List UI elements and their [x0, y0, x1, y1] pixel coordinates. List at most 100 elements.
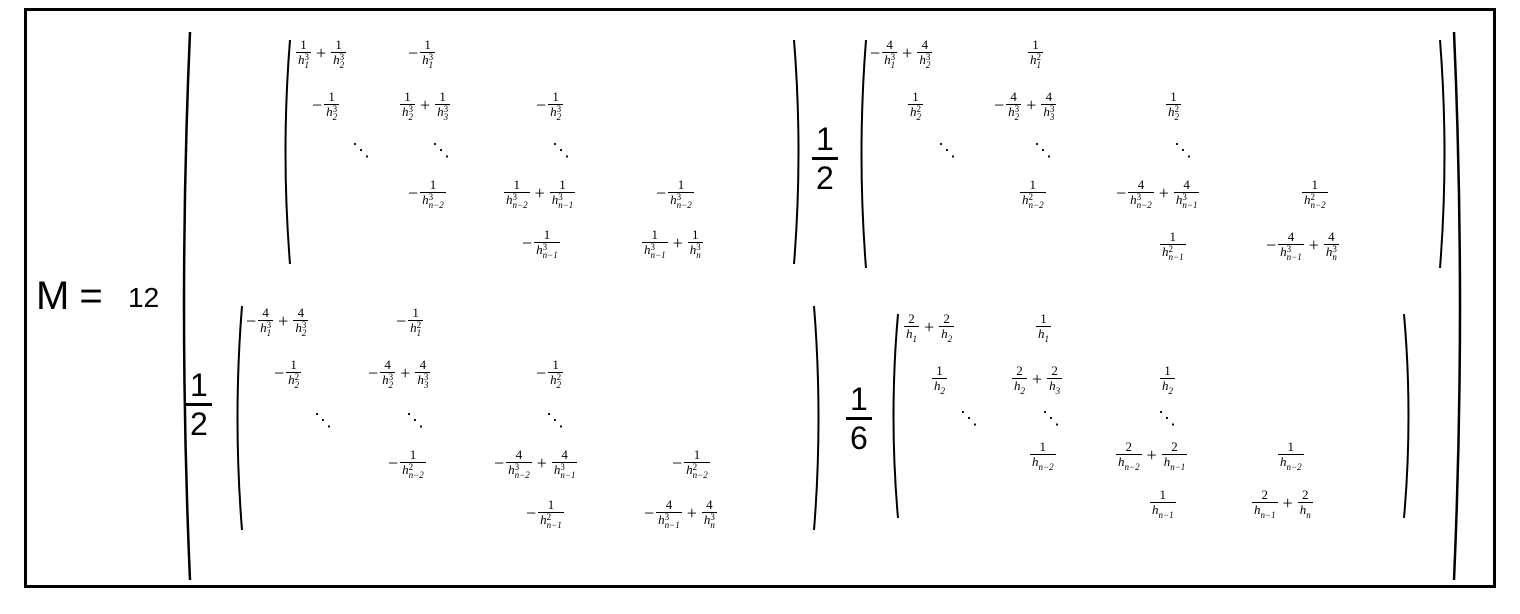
term-numerator: 1	[1169, 229, 1177, 244]
br-factor: 1 6	[846, 382, 872, 455]
plus-sign: +	[1308, 235, 1319, 255]
term-fraction: 4 h 3 n−1	[551, 448, 578, 480]
term-numerator: 4	[297, 305, 305, 320]
term-denominator: h 2 n−2	[402, 462, 424, 481]
term-denominator: h n	[1299, 502, 1311, 521]
term-denominator: h n−1	[1254, 502, 1276, 521]
term-fraction: 1 h 2 n−1	[1160, 229, 1186, 262]
term-numerator: 1	[651, 227, 659, 242]
term-numerator: 1	[1040, 311, 1047, 326]
term-denominator: h 2	[934, 378, 945, 397]
bl-factor-num: 1	[190, 367, 208, 403]
term-numerator: 1	[1032, 37, 1039, 52]
equals-sign: =	[79, 274, 103, 318]
term-numerator: 2	[1016, 363, 1023, 378]
term-denominator: h 3 n−2	[508, 462, 530, 481]
diagonal-dots: ⋱	[960, 408, 978, 428]
minus-sign: −	[274, 363, 285, 383]
diagonal-dots: ⋱	[1158, 408, 1176, 428]
matrix-entry: −1 h 2 n−2	[388, 448, 426, 481]
matrix-entry: −1 h 2 1	[396, 305, 424, 339]
diagonal-dots: ⋱	[406, 410, 424, 430]
tl-left-paren	[280, 38, 292, 266]
minus-sign: −	[536, 363, 547, 383]
minus-sign: −	[396, 311, 407, 331]
matrix-entry: 1 h 3 2 +1 h 3 3	[400, 89, 451, 123]
bl-factor-den: 2	[190, 406, 208, 442]
term-denominator: h 3	[1049, 378, 1061, 397]
plus-sign: +	[672, 233, 683, 253]
term-numerator: 1	[1159, 487, 1167, 502]
term-numerator: 1	[552, 89, 559, 104]
matrix-entry: −4 h 3 n−1 +4 h 3 n	[1266, 229, 1339, 263]
term-fraction: 1 h 2 n−1	[538, 498, 564, 530]
term-denominator: h 1	[1038, 326, 1049, 345]
plus-sign: +	[1032, 369, 1043, 389]
term-numerator: 1	[439, 89, 446, 104]
term-denominator: h 2 n−2	[1304, 192, 1326, 211]
term-denominator: h 2 n−2	[686, 462, 708, 481]
matrix-entry: 1 h 3 n−2 +1 h 3 n−1	[504, 177, 576, 210]
plus-sign: +	[420, 95, 431, 115]
matrix-entry: −1 h 2 n−1	[526, 498, 564, 530]
term-numerator: 2	[1171, 439, 1178, 454]
br-left-paren	[888, 312, 900, 520]
term-denominator: h n−2	[1118, 454, 1140, 473]
minus-sign: −	[522, 233, 533, 253]
minus-sign: −	[1116, 183, 1127, 203]
term-denominator: h 3 n−1	[1280, 244, 1302, 263]
minus-sign: −	[870, 43, 881, 63]
term-numerator: 2	[908, 311, 915, 326]
term-numerator: 4	[1137, 177, 1145, 192]
matrix-entry: −1 h 3 2	[536, 89, 564, 122]
term-numerator: 4	[665, 497, 673, 512]
term-denominator: h n−1	[1152, 502, 1174, 521]
term-denominator: h 2 n−2	[1022, 192, 1044, 211]
minus-sign: −	[994, 95, 1005, 115]
term-numerator: 1	[412, 305, 419, 320]
term-denominator: h 3 n−1	[1175, 192, 1198, 211]
minus-sign: −	[672, 453, 683, 473]
term-numerator: 1	[300, 37, 307, 52]
matrix-entry: −4 h 3 1 +4 h 3 2	[870, 38, 933, 71]
term-fraction: 1 h 2 n−2	[1302, 177, 1328, 211]
term-numerator: 1	[552, 357, 559, 372]
diagonal-dots: ⋱	[314, 410, 332, 430]
term-numerator: 1	[559, 177, 566, 192]
term-numerator: 1	[1311, 177, 1319, 192]
term-numerator: 4	[1328, 229, 1335, 244]
matrix-entry: −4 h 3 n−2 +4 h 3 n−1	[1116, 177, 1200, 211]
diagonal-dots: ⋱	[938, 140, 956, 160]
term-denominator: h n−2	[1280, 454, 1302, 473]
tr-factor-den: 2	[816, 160, 834, 196]
